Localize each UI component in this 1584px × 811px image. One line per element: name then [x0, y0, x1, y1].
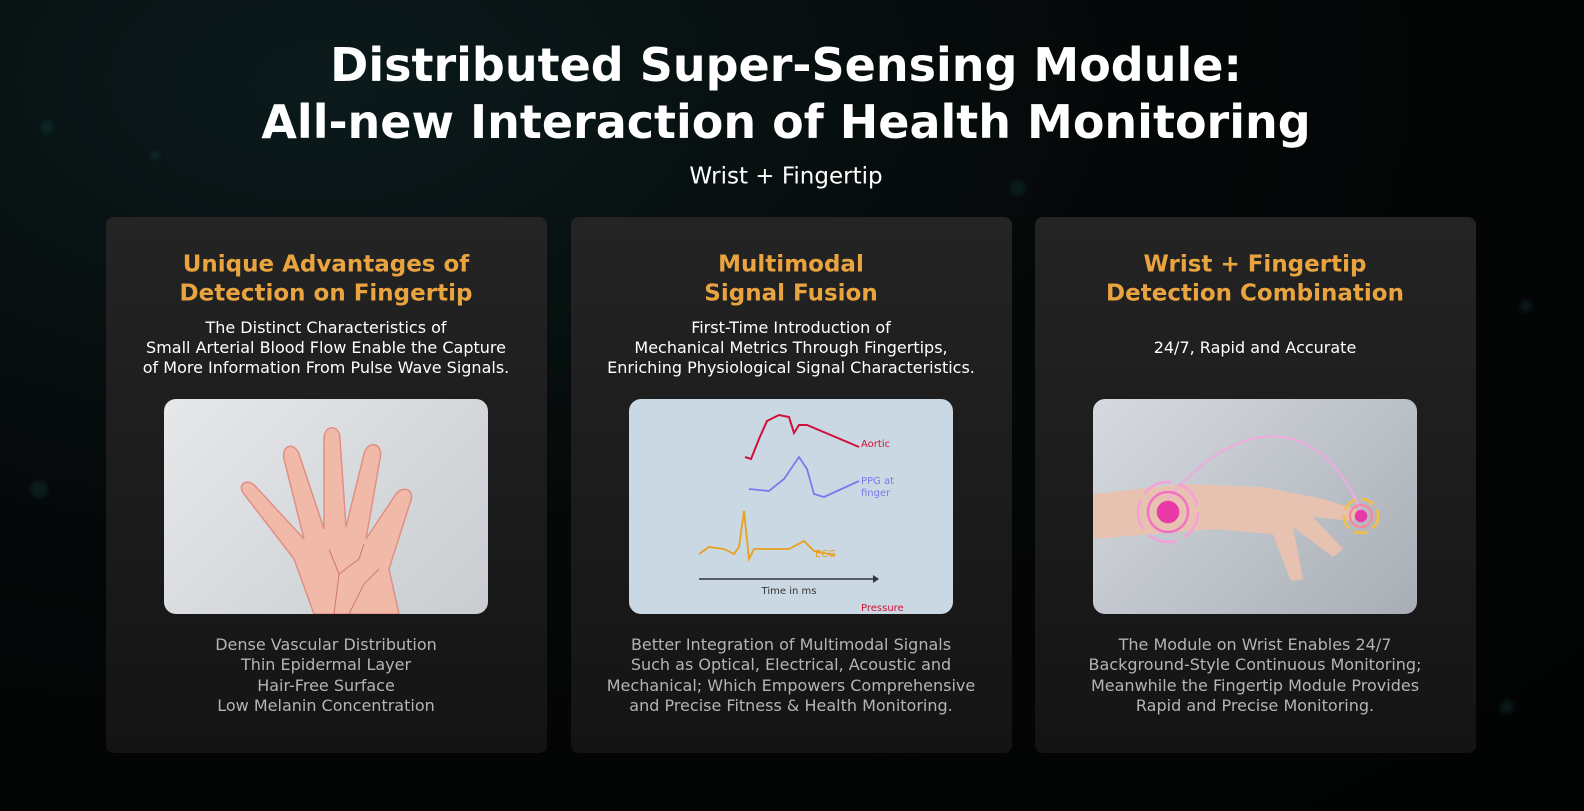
bg-dot	[1520, 300, 1532, 312]
card-body: The Module on Wrist Enables 24/7	[1118, 635, 1392, 654]
wrist-image	[1093, 399, 1417, 614]
axis-arrow	[873, 575, 879, 583]
card-body: Background-Style Continuous Monitoring;	[1088, 655, 1422, 675]
card-title: Multimodal	[718, 251, 864, 278]
axis-label: Time in ms	[761, 586, 817, 597]
card-body: Hair-Free Surface	[257, 675, 395, 695]
aortic-curve	[744, 413, 860, 461]
page-title: All-new Interaction of Health Monitoring	[261, 95, 1311, 149]
wrist-illustration	[1093, 435, 1380, 581]
card-body: Such as Optical, Electrical, Acoustic an…	[630, 655, 952, 675]
card-intro: First-Time Introduction of	[691, 318, 891, 337]
page-subtitle: Wrist + Fingertip	[689, 163, 883, 190]
card-body: Better Integration of Multimodal Signals	[630, 635, 952, 654]
card-body: and Precise Fitness & Health Monitoring.	[629, 695, 953, 715]
card-intro: The Distinct Characteristics of	[205, 318, 447, 337]
bg-dot	[1500, 700, 1514, 714]
card-body: Meanwhile the Fingertip Module Provides	[1090, 675, 1420, 695]
pressure-label: Pressure	[861, 603, 904, 614]
card-intro: Small Arterial Blood Flow Enable the Cap…	[146, 338, 506, 357]
signal-diagram: Aortic PPG at finger ECG Time in ms Pressure	[629, 399, 953, 614]
card-title: Unique Advantages of	[182, 251, 470, 278]
ppg-curve	[748, 455, 860, 498]
card-body: Mechanical; Which Empowers Comprehensive	[606, 675, 976, 695]
card-intro: Mechanical Metrics Through Fingertips,	[634, 338, 948, 357]
card-body: Thin Epidermal Layer	[240, 655, 412, 675]
fingertip-image	[164, 399, 488, 614]
ecg-curve	[698, 510, 835, 563]
aortic-label: Aortic	[861, 439, 890, 450]
bg-dot	[1010, 180, 1026, 196]
card-title: Detection on Fingertip	[179, 280, 473, 307]
card-title: Wrist + Fingertip	[1143, 251, 1367, 278]
page-title: Distributed Super-Sensing Module:	[330, 38, 1242, 92]
bg-dot	[30, 480, 48, 498]
card-title: Signal Fusion	[704, 280, 878, 307]
card-body: Dense Vascular Distribution	[215, 635, 437, 654]
ppg-label: PPG at	[861, 476, 894, 487]
hand-illustration	[240, 427, 413, 614]
ppg-label: finger	[861, 488, 891, 499]
bg-dot	[150, 150, 160, 160]
card-title: Detection Combination	[1106, 280, 1404, 307]
bg-dot	[40, 120, 54, 134]
ecg-label: ECG	[815, 549, 836, 560]
card-body: Rapid and Precise Monitoring.	[1135, 695, 1375, 715]
card-intro: 24/7, Rapid and Accurate	[1153, 338, 1357, 357]
card-intro: Enriching Physiological Signal Character…	[607, 358, 975, 377]
card-intro: of More Information From Pulse Wave Sign…	[142, 358, 510, 377]
card-body: Low Melanin Concentration	[217, 695, 435, 715]
